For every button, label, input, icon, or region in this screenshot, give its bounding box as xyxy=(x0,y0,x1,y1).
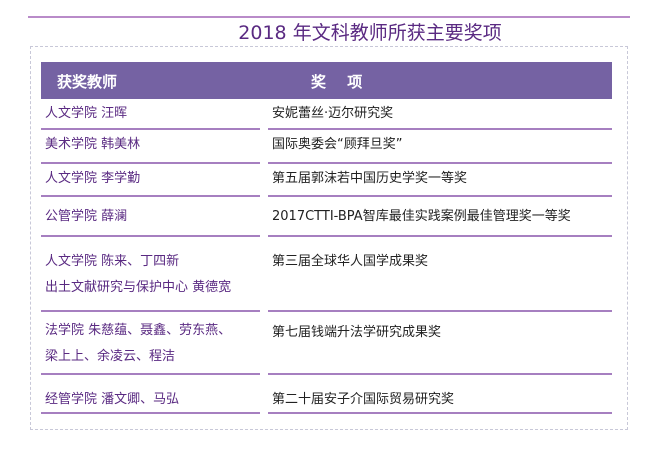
teacher-cell: 人文学院 汪晖 xyxy=(41,99,260,130)
table-row: 人文学院 陈来、丁四新 出土文献研究与保护中心 黄德宽 第三届全球华人国学成果奖 xyxy=(41,237,612,312)
table-header: 获奖教师 奖 项 xyxy=(41,62,612,99)
table-row: 经管学院 潘文卿、马弘 第二十届安子介国际贸易研究奖 xyxy=(41,375,612,414)
teacher-line: 人文学院 李学勤 xyxy=(45,171,141,186)
teacher-line: 人文学院 陈来、丁四新 xyxy=(45,254,180,269)
award-cell: 安妮蕾丝·迈尔研究奖 xyxy=(268,99,612,130)
teacher-cell: 人文学院 李学勤 xyxy=(41,164,260,197)
table-row: 人文学院 汪晖 安妮蕾丝·迈尔研究奖 xyxy=(41,99,612,130)
header-teacher: 获奖教师 xyxy=(57,73,118,91)
teacher-line: 人文学院 汪晖 xyxy=(45,106,128,121)
teacher-line: 法学院 朱慈蕴、聂鑫、劳东燕、 xyxy=(45,323,232,338)
teacher-line: 梁上上、余凌云、程洁 xyxy=(45,349,176,364)
table-frame xyxy=(30,46,628,430)
teacher-cell: 经管学院 潘文卿、马弘 xyxy=(41,375,260,414)
teacher-cell: 公管学院 薛澜 xyxy=(41,197,260,237)
award-text: 第二十届安子介国际贸易研究奖 xyxy=(272,392,455,407)
award-text: 安妮蕾丝·迈尔研究奖 xyxy=(272,106,394,121)
table-row: 法学院 朱慈蕴、聂鑫、劳东燕、 梁上上、余凌云、程洁 第七届钱端升法学研究成果奖 xyxy=(41,312,612,375)
teacher-line: 经管学院 潘文卿、马弘 xyxy=(45,392,180,407)
award-text: 国际奥委会“顾拜旦奖” xyxy=(272,137,403,152)
teacher-cell: 美术学院 韩美林 xyxy=(41,130,260,164)
award-cell: 第七届钱端升法学研究成果奖 xyxy=(268,312,612,375)
award-text: 2017CTTI-BPA智库最佳实践案例最佳管理奖一等奖 xyxy=(272,209,571,224)
teacher-line: 公管学院 薛澜 xyxy=(45,209,128,224)
teacher-cell: 人文学院 陈来、丁四新出土文献研究与保护中心 黄德宽 xyxy=(41,237,260,312)
award-cell: 第二十届安子介国际贸易研究奖 xyxy=(268,375,612,414)
table-row: 公管学院 薛澜 2017CTTI-BPA智库最佳实践案例最佳管理奖一等奖 xyxy=(41,197,612,237)
award-cell: 第三届全球华人国学成果奖 xyxy=(268,237,612,312)
top-divider xyxy=(28,16,630,18)
table-row: 人文学院 李学勤 第五届郭沫若中国历史学奖一等奖 xyxy=(41,164,612,197)
award-cell: 国际奥委会“顾拜旦奖” xyxy=(268,130,612,164)
award-text: 第三届全球华人国学成果奖 xyxy=(272,254,429,269)
award-cell: 2017CTTI-BPA智库最佳实践案例最佳管理奖一等奖 xyxy=(268,197,612,237)
header-award: 奖 项 xyxy=(311,73,371,91)
award-text: 第五届郭沫若中国历史学奖一等奖 xyxy=(272,171,468,186)
award-text: 第七届钱端升法学研究成果奖 xyxy=(272,325,442,340)
teacher-cell: 法学院 朱慈蕴、聂鑫、劳东燕、 梁上上、余凌云、程洁 xyxy=(41,312,260,375)
teacher-line: 美术学院 韩美林 xyxy=(45,137,141,152)
table-row: 美术学院 韩美林 国际奥委会“顾拜旦奖” xyxy=(41,130,612,164)
award-cell: 第五届郭沫若中国历史学奖一等奖 xyxy=(268,164,612,197)
page-title: 2018 年文科教师所获主要奖项 xyxy=(238,22,502,44)
teacher-line: 出土文献研究与保护中心 黄德宽 xyxy=(45,280,232,295)
